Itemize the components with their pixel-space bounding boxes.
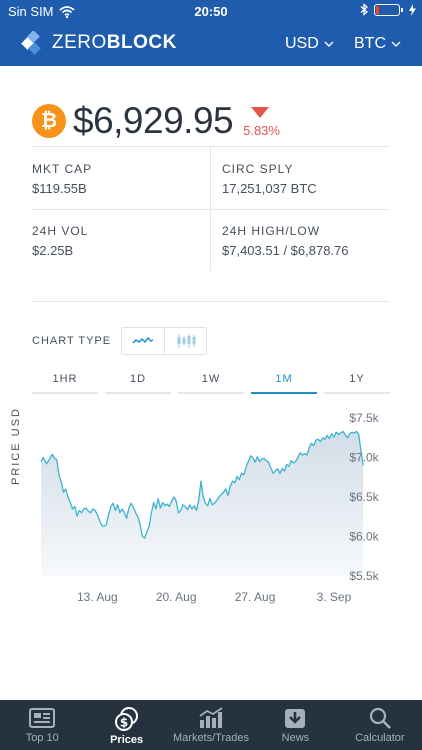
search-icon bbox=[369, 707, 391, 729]
tab-label: Top 10 bbox=[25, 732, 59, 744]
stat-value: $2.25B bbox=[32, 243, 74, 258]
stat-label: 24H VOL bbox=[32, 224, 89, 238]
bluetooth-icon bbox=[360, 3, 368, 16]
status-bar: Sin SIM 20:50 bbox=[0, 0, 422, 22]
tab-top10[interactable]: Top 10 bbox=[0, 700, 84, 750]
stat-value: 17,251,037 BTC bbox=[222, 181, 317, 196]
status-right bbox=[360, 3, 416, 16]
price-line bbox=[40, 430, 364, 539]
currency-label: USD bbox=[285, 35, 319, 52]
stat-mkt-cap: MKT CAP $119.55B bbox=[32, 147, 211, 209]
tab-news[interactable]: News bbox=[253, 700, 337, 750]
price-change: 5.83% bbox=[243, 101, 293, 141]
currency-selector[interactable]: USD bbox=[285, 35, 334, 53]
stat-circ-sply: CIRC SPLY 17,251,037 BTC bbox=[222, 147, 401, 209]
nav-bar: ZEROBLOCK USD BTC bbox=[0, 22, 422, 66]
current-price: $6,929.95 bbox=[73, 100, 234, 141]
change-percent: 5.83% bbox=[243, 123, 280, 138]
stat-label: CIRC SPLY bbox=[222, 162, 294, 176]
down-arrow-icon bbox=[251, 107, 270, 118]
divider bbox=[32, 301, 390, 302]
line-chart-icon bbox=[132, 336, 154, 344]
coins-icon: $ bbox=[114, 707, 138, 731]
stat-value: $119.55B bbox=[32, 181, 87, 196]
wifi-icon bbox=[58, 5, 75, 18]
tab-label: Markets/Trades bbox=[173, 732, 250, 744]
tab-1m[interactable]: 1M bbox=[251, 368, 317, 394]
y-tick-label: $7.5k bbox=[349, 411, 379, 425]
stat-label: 24H HIGH/LOW bbox=[222, 224, 321, 238]
battery-icon bbox=[374, 3, 403, 16]
price-area bbox=[41, 431, 364, 576]
bar-chart-icon bbox=[199, 707, 223, 728]
tab-markets-trades[interactable]: Markets/Trades bbox=[169, 700, 253, 750]
bitcoin-icon: ₿ bbox=[32, 104, 66, 138]
stats-grid: MKT CAP $119.55B CIRC SPLY 17,251,037 BT… bbox=[32, 146, 390, 302]
tab-label: News bbox=[281, 732, 310, 744]
coin-selector[interactable]: BTC bbox=[354, 35, 401, 53]
tab-prices[interactable]: $ Prices bbox=[84, 700, 168, 750]
chart-type-label: CHART TYPE bbox=[32, 335, 112, 347]
app-logo: ZEROBLOCK bbox=[20, 31, 177, 55]
chart-type-buttons bbox=[121, 327, 208, 355]
tab-1hr[interactable]: 1HR bbox=[32, 368, 98, 394]
y-tick-label: $5.5k bbox=[349, 569, 379, 583]
chevron-down-icon bbox=[324, 41, 334, 47]
battery-fill bbox=[376, 5, 379, 14]
y-tick-label: $6.0k bbox=[349, 530, 379, 544]
stat-value: $7,403.51 / $6,878.76 bbox=[222, 243, 349, 258]
chart-type-selector: CHART TYPE bbox=[32, 327, 208, 355]
tab-label: Prices bbox=[110, 734, 144, 746]
candlestick-chart-button[interactable] bbox=[164, 328, 206, 354]
x-tick-label: 3. Sep bbox=[317, 590, 352, 604]
logo-text-zero: ZERO bbox=[52, 32, 107, 53]
tab-1w[interactable]: 1W bbox=[178, 368, 244, 394]
divider bbox=[32, 209, 390, 210]
clock: 20:50 bbox=[194, 4, 228, 19]
coin-label: BTC bbox=[354, 35, 386, 52]
x-tick-label: 20. Aug bbox=[156, 590, 197, 604]
zeroblock-logo-icon bbox=[21, 31, 41, 55]
price-header: ₿ $6,929.95 5.83% bbox=[32, 100, 293, 142]
tab-label: Calculator bbox=[355, 732, 405, 744]
candlestick-icon bbox=[177, 334, 196, 348]
carrier-label: Sin SIM bbox=[8, 4, 54, 19]
y-tick-label: $7.0k bbox=[349, 451, 379, 465]
svg-text:$: $ bbox=[119, 716, 127, 730]
download-icon bbox=[285, 709, 306, 728]
x-tick-label: 27. Aug bbox=[235, 590, 276, 604]
stat-24h-vol: 24H VOL $2.25B bbox=[32, 209, 211, 271]
y-tick-label: $6.5k bbox=[349, 490, 379, 504]
tab-calculator[interactable]: Calculator bbox=[338, 700, 422, 750]
bottom-tab-bar: Top 10 $ Prices Markets/Trades News C bbox=[0, 700, 422, 750]
logo-text-block: BLOCK bbox=[106, 32, 177, 53]
tab-1y[interactable]: 1Y bbox=[324, 368, 390, 394]
carrier-group: Sin SIM bbox=[8, 4, 75, 19]
tab-1d[interactable]: 1D bbox=[105, 368, 171, 394]
range-tabs: 1HR 1D 1W 1M 1Y bbox=[32, 368, 390, 394]
stat-label: MKT CAP bbox=[32, 162, 93, 176]
stat-24h-high-low: 24H HIGH/LOW $7,403.51 / $6,878.76 bbox=[222, 209, 401, 271]
line-chart-button[interactable] bbox=[122, 328, 164, 354]
chevron-down-icon bbox=[391, 41, 401, 47]
charging-bolt-icon bbox=[409, 3, 416, 16]
x-tick-label: 13. Aug bbox=[77, 590, 118, 604]
newspaper-icon bbox=[29, 708, 56, 728]
price-chart: $7.5k $7.0k $6.5k $6.0k $5.5k 13. Aug 20. Aug 2… bbox=[40, 411, 380, 604]
